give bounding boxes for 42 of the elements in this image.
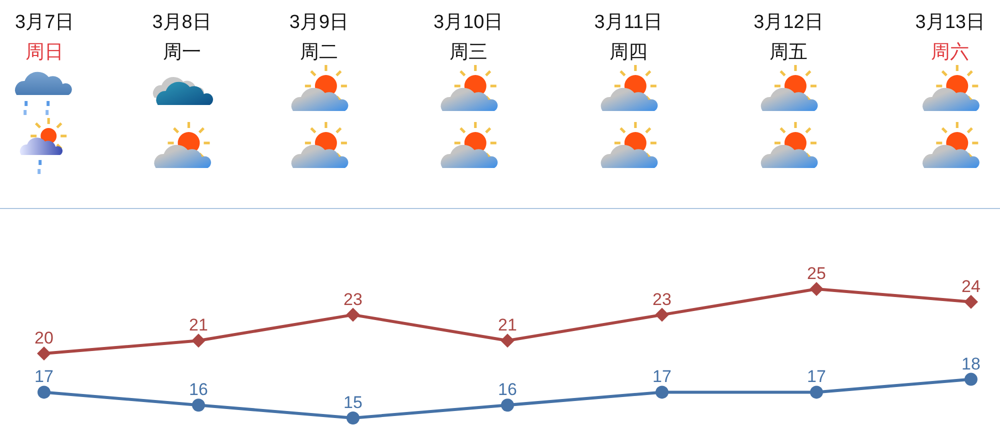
category-label: 3月12日 bbox=[754, 12, 824, 33]
data-label: 24 bbox=[962, 276, 980, 296]
text: 周六 bbox=[931, 41, 970, 63]
category-label: 3月8日 bbox=[152, 12, 212, 33]
text: 周日 bbox=[26, 42, 64, 63]
text: 周二 bbox=[300, 42, 338, 63]
category-label: 3月11日 bbox=[594, 12, 663, 33]
category-label: 3月13日 bbox=[915, 12, 986, 33]
data-label: 16 bbox=[189, 380, 208, 400]
text: 周一 bbox=[162, 42, 201, 63]
point bbox=[192, 398, 205, 412]
point bbox=[656, 386, 668, 399]
text: 周五 bbox=[769, 42, 808, 63]
point bbox=[38, 386, 50, 399]
point bbox=[501, 398, 514, 412]
point bbox=[346, 308, 360, 322]
category-label: 3月7日 bbox=[15, 12, 74, 33]
text: 周三 bbox=[449, 42, 488, 63]
data-label: 18 bbox=[962, 354, 980, 374]
point bbox=[37, 346, 51, 360]
data-label: 17 bbox=[652, 367, 672, 386]
data-label: 20 bbox=[34, 328, 54, 348]
point bbox=[346, 412, 360, 424]
point bbox=[810, 386, 823, 399]
data-label: 17 bbox=[34, 367, 54, 386]
data-label: 21 bbox=[498, 316, 517, 335]
text: 周四 bbox=[609, 42, 648, 63]
data-label: 17 bbox=[807, 367, 826, 386]
data-label: 15 bbox=[344, 393, 362, 412]
point bbox=[655, 308, 669, 322]
point bbox=[964, 294, 978, 309]
data-label: 23 bbox=[652, 290, 672, 309]
point bbox=[964, 372, 978, 386]
data-label: 23 bbox=[344, 290, 362, 309]
data-label: 25 bbox=[807, 264, 826, 283]
point bbox=[500, 334, 514, 348]
category-label: 3月9日 bbox=[289, 12, 349, 33]
data-label: 21 bbox=[189, 316, 208, 335]
point bbox=[810, 282, 824, 296]
category-label: 3月10日 bbox=[434, 12, 504, 33]
data-label: 16 bbox=[498, 380, 517, 400]
point bbox=[192, 334, 206, 348]
